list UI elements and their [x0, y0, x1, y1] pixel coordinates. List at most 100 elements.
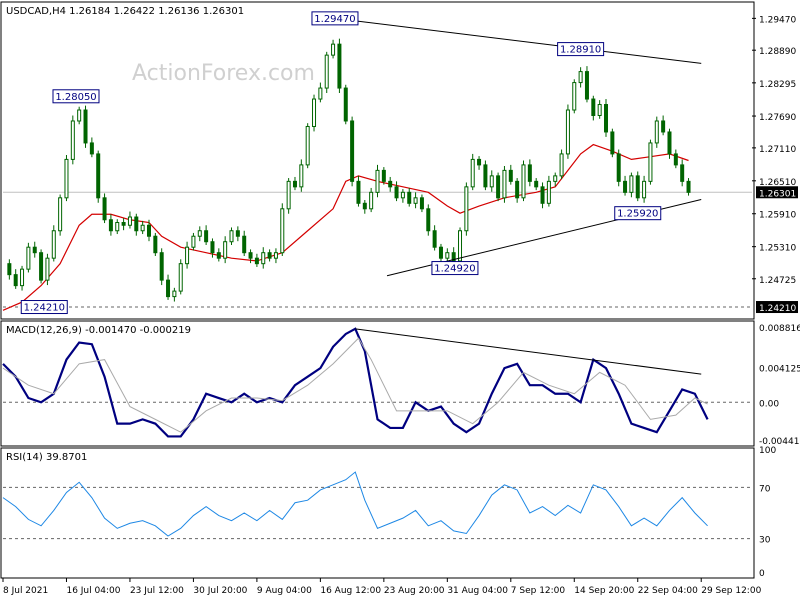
rsi-axis: 100 70 30 0 [759, 446, 776, 579]
time-tick-label: 16 Aug 12:00 [320, 586, 381, 596]
annotation-box [614, 206, 662, 221]
price-annotations: 1.29470 1.28910 1.28050 1.25920 1.24920 1.242… [20, 11, 662, 315]
rsi-line [2, 471, 752, 540]
rsi-tick-label: 0 [759, 569, 765, 579]
candle-body [610, 131, 615, 155]
candle-body [254, 257, 259, 265]
candle-body [540, 186, 545, 204]
rsi-tick-label: 30 [759, 536, 771, 546]
candle-body [13, 274, 18, 287]
annotation-label: 1.25920 [617, 209, 658, 220]
candle-body [45, 257, 50, 281]
candle-body [350, 120, 355, 182]
candle-body [51, 230, 56, 259]
candle-body [597, 104, 602, 117]
candle-body [292, 180, 297, 188]
candle-body [534, 180, 539, 188]
time-tick-label: 9 Aug 04:00 [257, 586, 312, 596]
candle-body [77, 109, 82, 122]
candle-body [661, 120, 666, 133]
candle-body [267, 252, 272, 259]
candle-body [515, 180, 520, 199]
price-tick-label: 1.27690 [759, 113, 796, 123]
candle-body [629, 175, 634, 193]
candle-body [153, 235, 158, 254]
candle-body [432, 230, 437, 248]
candle-body [362, 202, 367, 210]
candle-body [559, 153, 564, 177]
macd-panel-frame [0, 320, 755, 447]
price-tick-label: 1.25310 [759, 244, 796, 254]
annotation-box [557, 42, 605, 57]
candle-body [26, 246, 31, 270]
price-header: USDCAD,H4 1.26184 1.26422 1.26136 1.2630… [6, 6, 244, 17]
candle-body [223, 241, 228, 259]
candle-body [686, 180, 691, 193]
candle-body [159, 252, 164, 281]
candle-body [464, 186, 469, 232]
macd-tick-label: 0.008816 [759, 324, 800, 334]
candle-body [673, 153, 678, 166]
candle-body [565, 109, 570, 155]
candle-body [39, 252, 44, 281]
candle-body [312, 98, 317, 127]
candle-body [483, 164, 488, 188]
candle-body [451, 252, 456, 262]
price-tick-label: 1.26510 [759, 178, 796, 188]
candle-body [242, 235, 247, 254]
candle-body [273, 252, 278, 259]
price-tick-label: 1.28890 [759, 47, 796, 57]
candle-body [89, 142, 94, 155]
price-tick-label: 1.25910 [759, 211, 796, 221]
candle-body [438, 246, 443, 259]
candle-body [121, 222, 126, 226]
time-tick-label: 29 Sep 12:00 [701, 586, 761, 596]
candle-body [331, 43, 336, 56]
candle-body [178, 263, 183, 292]
last-price-tag-label: 1.26301 [759, 189, 796, 199]
candle-body [134, 216, 139, 232]
candle-body [604, 104, 609, 133]
annotation-label: 1.29470 [314, 14, 355, 25]
candle-body [280, 208, 285, 254]
candle-body [642, 180, 647, 199]
signal-line [2, 337, 708, 433]
candle-body [578, 71, 583, 84]
candle-body [426, 208, 431, 232]
candle-body [83, 109, 88, 144]
macd-lines [2, 327, 752, 438]
candle-body [584, 71, 589, 100]
candle-body [400, 191, 405, 199]
candle-body [140, 224, 145, 232]
time-tick-label: 7 Sep 12:00 [511, 586, 566, 596]
price-trendline [334, 17, 702, 64]
time-tick-label: 8 Jul 2021 [3, 586, 48, 596]
time-axis: 8 Jul 2021 16 Jul 04:00 23 Jul 12:00 30 Jul… [2, 578, 762, 596]
annotation-box [431, 261, 479, 276]
price-annotation: 1.28050 [52, 89, 100, 104]
candles [7, 38, 691, 302]
rsi-line [2, 471, 708, 537]
price-axis: 1.29470 1.28890 1.28295 1.27690 1.27110 1.265… [752, 15, 798, 314]
candle-body [413, 197, 418, 204]
time-tick-label: 23 Jul 12:00 [130, 586, 184, 596]
macd-trendline [355, 328, 702, 375]
candle-body [394, 186, 399, 199]
candle-body [20, 268, 25, 287]
candle-body [388, 180, 393, 188]
macd-tag-label: 0.004125 [759, 364, 800, 374]
annotation-box [20, 300, 68, 315]
candle-body [204, 230, 209, 243]
candle-body [70, 120, 75, 160]
watermark: ActionForex.com [132, 61, 315, 86]
price-annotation: 1.24210 [20, 300, 68, 315]
candle-body [343, 87, 348, 122]
candle-body [654, 120, 659, 144]
candle-body [616, 153, 621, 182]
candle-body [108, 219, 113, 232]
rsi-panel-frame [0, 447, 755, 579]
price-annotation: 1.29470 [311, 11, 359, 26]
candle-body [508, 169, 513, 182]
candle-body [96, 153, 101, 199]
candle-body [553, 175, 558, 182]
